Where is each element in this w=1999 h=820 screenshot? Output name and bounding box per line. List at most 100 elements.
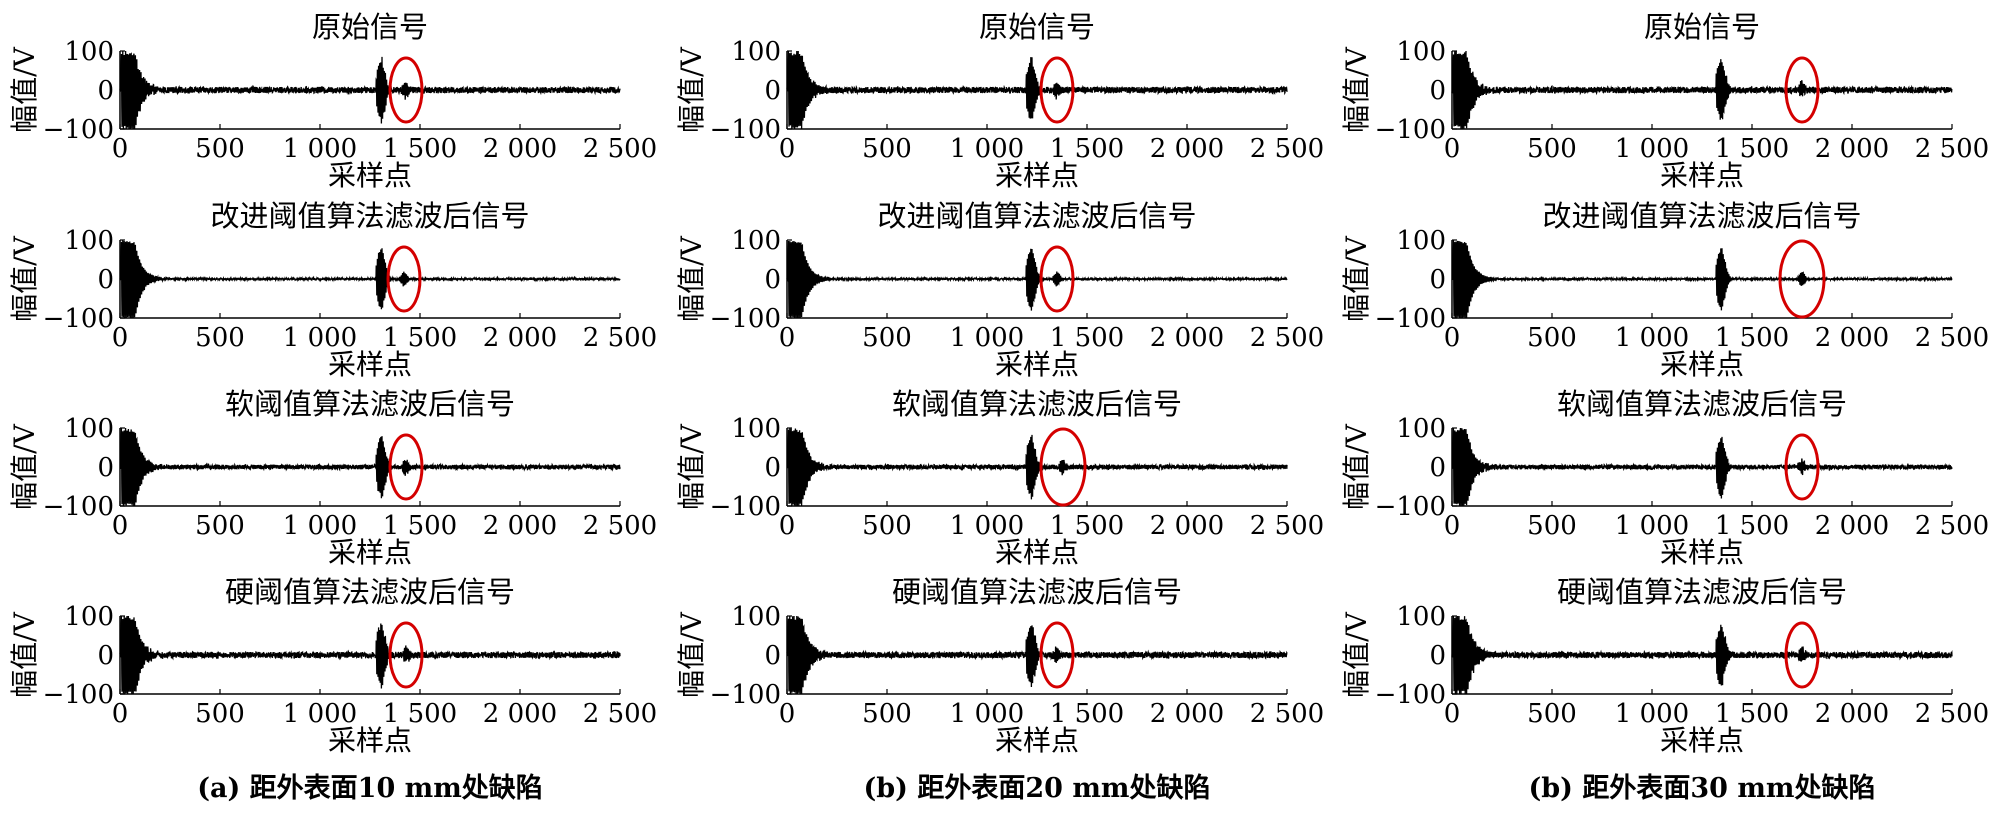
x-tick-label: 0 <box>112 134 129 164</box>
y-axis-label: 幅值/V <box>675 46 708 132</box>
x-tick-label: 1 000 <box>1615 323 1689 353</box>
x-tick-label: 1 500 <box>1050 511 1124 541</box>
x-tick-label: 1 500 <box>1715 699 1789 729</box>
x-tick-label: 2 500 <box>1250 511 1324 541</box>
x-tick-label: 0 <box>112 699 129 729</box>
column-caption: (a) 距外表面10 mm处缺陷 <box>197 773 543 804</box>
y-axis-label: 幅值/V <box>675 235 708 321</box>
x-tick-label: 500 <box>862 699 912 729</box>
x-tick-label: 1 000 <box>950 699 1024 729</box>
y-tick-label: 0 <box>97 76 114 106</box>
x-tick-label: 0 <box>779 323 796 353</box>
x-axis-label: 采样点 <box>1660 724 1744 757</box>
defect-marker <box>1039 245 1075 313</box>
x-tick-label: 0 <box>112 323 129 353</box>
x-tick-label: 2 500 <box>583 134 657 164</box>
panel-title: 软阈值算法滤波后信号 <box>1557 387 1847 421</box>
y-tick-label: 100 <box>731 37 781 67</box>
y-tick-label: 100 <box>1396 602 1446 632</box>
y-tick-label: 0 <box>764 265 781 295</box>
defect-marker <box>388 621 424 689</box>
x-tick-label: 1 000 <box>1615 134 1689 164</box>
x-tick-label: 500 <box>1527 323 1577 353</box>
x-tick-label: 1 500 <box>1715 323 1789 353</box>
x-tick-label: 1 000 <box>283 134 357 164</box>
x-tick-label: 500 <box>195 699 245 729</box>
defect-marker <box>1039 56 1075 124</box>
column-caption: (b) 距外表面30 mm处缺陷 <box>1529 773 1876 804</box>
x-tick-label: 500 <box>1527 134 1577 164</box>
signal-line <box>786 428 1288 507</box>
x-tick-label: 1 000 <box>283 323 357 353</box>
y-tick-label: −100 <box>710 304 781 334</box>
y-tick-label: 0 <box>1429 641 1446 671</box>
x-axis-label: 采样点 <box>1660 159 1744 192</box>
panel-title: 原始信号 <box>312 10 428 44</box>
y-axis-label: 幅值/V <box>1340 46 1373 132</box>
y-tick-label: 100 <box>731 226 781 256</box>
x-tick-label: 2 500 <box>1250 323 1324 353</box>
x-tick-label: 0 <box>1444 511 1461 541</box>
x-tick-label: 1 500 <box>1050 699 1124 729</box>
signal-line <box>1451 240 1953 319</box>
x-tick-label: 2 000 <box>483 323 557 353</box>
x-tick-label: 500 <box>862 134 912 164</box>
x-tick-label: 1 000 <box>950 511 1024 541</box>
x-tick-label: 1 000 <box>1615 699 1689 729</box>
x-tick-label: 2 000 <box>1150 323 1224 353</box>
panel-title: 改进阈值算法滤波后信号 <box>1542 199 1861 233</box>
column-caption: (b) 距外表面20 mm处缺陷 <box>864 773 1211 804</box>
y-axis-label: 幅值/V <box>1340 611 1373 697</box>
x-tick-label: 0 <box>1444 134 1461 164</box>
x-tick-label: 500 <box>195 323 245 353</box>
x-tick-label: 2 000 <box>1815 323 1889 353</box>
x-tick-label: 1 000 <box>950 323 1024 353</box>
x-tick-label: 500 <box>1527 511 1577 541</box>
y-tick-label: −100 <box>710 115 781 145</box>
x-axis-label: 采样点 <box>328 724 412 757</box>
y-tick-label: 0 <box>97 265 114 295</box>
y-tick-label: 0 <box>1429 453 1446 483</box>
x-tick-label: 2 000 <box>1815 511 1889 541</box>
x-tick-label: 2 500 <box>1915 134 1989 164</box>
x-tick-label: 500 <box>195 511 245 541</box>
x-tick-label: 500 <box>862 323 912 353</box>
y-axis-label: 幅值/V <box>1340 235 1373 321</box>
x-tick-label: 0 <box>779 511 796 541</box>
x-tick-label: 1 500 <box>1050 134 1124 164</box>
x-axis-label: 采样点 <box>995 159 1079 192</box>
y-tick-label: 0 <box>97 453 114 483</box>
x-tick-label: 2 500 <box>1915 699 1989 729</box>
x-tick-label: 500 <box>862 511 912 541</box>
y-tick-label: −100 <box>1375 304 1446 334</box>
y-tick-label: −100 <box>1375 115 1446 145</box>
y-tick-label: −100 <box>43 304 114 334</box>
panel-title: 硬阈值算法滤波后信号 <box>892 575 1182 609</box>
signal-line <box>1451 427 1953 507</box>
x-tick-label: 2 000 <box>483 511 557 541</box>
x-tick-label: 2 500 <box>1915 511 1989 541</box>
x-tick-label: 2 500 <box>1250 699 1324 729</box>
x-tick-label: 2 500 <box>1915 323 1989 353</box>
x-tick-label: 2 000 <box>1815 134 1889 164</box>
panel-title: 软阈值算法滤波后信号 <box>225 387 515 421</box>
y-tick-label: 100 <box>731 602 781 632</box>
signal-line <box>1451 615 1953 695</box>
x-axis-label: 采样点 <box>1660 536 1744 569</box>
y-tick-label: 0 <box>97 641 114 671</box>
x-tick-label: 1 500 <box>383 134 457 164</box>
x-tick-label: 0 <box>779 134 796 164</box>
x-tick-label: 1 000 <box>283 699 357 729</box>
signal-line <box>119 50 621 130</box>
defect-marker <box>1039 427 1087 507</box>
signal-line <box>119 240 621 319</box>
signal-line <box>786 240 1288 318</box>
x-tick-label: 2 000 <box>1150 134 1224 164</box>
defect-marker <box>388 433 424 501</box>
x-tick-label: 1 000 <box>283 511 357 541</box>
signal-line <box>119 427 621 507</box>
